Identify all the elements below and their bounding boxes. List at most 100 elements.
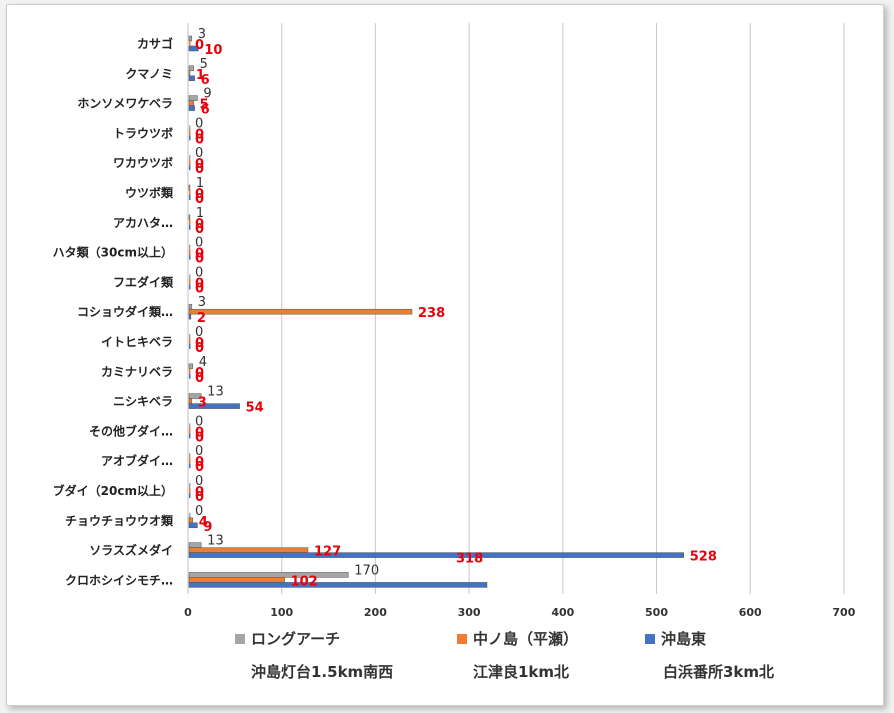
bar-0-8 xyxy=(189,274,191,280)
data-label-2-5: 0 xyxy=(195,192,204,207)
data-label-0-2: 9 xyxy=(203,87,211,102)
bar-1-0 xyxy=(189,41,191,46)
legend: ロングアーチ 中ノ島（平瀬） 沖島東 xyxy=(7,628,883,650)
data-label-0-5: 1 xyxy=(196,176,204,191)
bar-1-9 xyxy=(188,308,413,315)
legend-item-series-1: 中ノ島（平瀬） xyxy=(457,628,578,649)
bar-0-5 xyxy=(188,184,191,191)
x-tick-label: 100 xyxy=(270,606,293,619)
legend-subtitle-series-0: 沖島灯台1.5km南西 xyxy=(251,663,394,681)
category-label: アオブダイ… xyxy=(101,453,173,468)
data-label-1-2: 5 xyxy=(200,98,209,113)
bar-2-1 xyxy=(188,75,195,82)
data-label-0-6: 1 xyxy=(196,206,204,221)
category-label: イトヒキベラ xyxy=(101,335,173,349)
x-tick-label: 200 xyxy=(364,606,387,619)
category-label: アカハタ… xyxy=(113,216,173,230)
data-label-0-3: 0 xyxy=(195,116,203,131)
category-label: ニシキベラ xyxy=(113,395,173,409)
bar-0-1 xyxy=(188,65,194,72)
category-label: コショウダイ類… xyxy=(77,304,173,319)
data-label-2-17: 528 xyxy=(690,550,717,565)
data-label-1-5: 0 xyxy=(195,187,204,202)
data-label-1-7: 0 xyxy=(195,247,204,262)
legend-subtitle-series-2: 白浜番所3km北 xyxy=(663,663,775,681)
bar-1-18 xyxy=(188,577,285,583)
x-tick-label: 300 xyxy=(458,606,481,619)
data-label-1-1: 1 xyxy=(196,68,205,83)
data-label-1-9: 238 xyxy=(418,306,445,321)
category-label: カサゴ xyxy=(137,36,173,51)
bar-2-7 xyxy=(189,254,191,260)
data-label-2-1: 6 xyxy=(201,73,210,88)
bar-0-12 xyxy=(188,393,202,399)
bar-2-14 xyxy=(189,463,191,469)
category-label: チョウチョウウオ類 xyxy=(65,513,174,528)
bar-2-6 xyxy=(189,224,191,230)
data-label-1-16: 4 xyxy=(199,515,208,530)
data-label-0-1: 5 xyxy=(200,57,208,72)
bar-1-13 xyxy=(189,428,191,434)
data-label-0-8: 0 xyxy=(195,265,203,280)
data-label-2-16: 9 xyxy=(203,520,212,535)
category-label: その他ブダイ… xyxy=(89,423,173,438)
data-label-0-7: 0 xyxy=(195,236,203,251)
data-label-2-18: 318 xyxy=(456,551,483,566)
bar-1-5 xyxy=(189,190,191,195)
bar-0-15 xyxy=(189,483,191,488)
bar-0-16 xyxy=(189,512,191,518)
bar-0-6 xyxy=(188,214,191,221)
legend-subtitles: 沖島灯台1.5km南西 江津良1km北 白浜番所3km北 xyxy=(7,661,883,683)
data-label-2-10: 0 xyxy=(195,341,204,356)
bar-1-4 xyxy=(189,160,191,166)
data-label-2-15: 0 xyxy=(195,490,204,505)
data-label-1-0: 0 xyxy=(195,38,204,53)
legend-subtitle-series-1: 江津良1km北 xyxy=(473,663,570,681)
category-label: クロホシイシモチ… xyxy=(65,573,173,587)
bar-0-10 xyxy=(189,334,191,339)
category-label: ワカウツボ xyxy=(113,155,173,170)
bar-1-10 xyxy=(189,339,191,344)
bar-0-2 xyxy=(188,95,198,101)
bar-1-3 xyxy=(189,130,191,136)
category-label: カミナリベラ xyxy=(101,365,173,379)
bar-2-16 xyxy=(188,522,198,529)
category-label: ウツボ類 xyxy=(125,185,174,200)
category-label: ホンソメワケベラ xyxy=(77,97,173,111)
bar-2-13 xyxy=(189,433,191,439)
category-label: ブダイ（20cm以上） xyxy=(53,483,173,498)
data-label-1-15: 0 xyxy=(195,485,204,500)
bar-2-15 xyxy=(189,493,191,498)
data-label-2-7: 0 xyxy=(195,252,204,267)
x-tick-label: 600 xyxy=(739,606,762,619)
data-label-1-8: 0 xyxy=(195,276,204,291)
chart-frame: カサゴ クマノミ ホンソメワケベラ トラウツボ ワカウツボ ウツボ類 アカハタ… ハタ類（30… xyxy=(6,4,884,706)
data-label-0-12: 13 xyxy=(207,385,224,400)
x-tick-label: 500 xyxy=(645,606,668,619)
category-label: ハタ類（30cm以上） xyxy=(53,245,173,260)
bar-1-1 xyxy=(188,70,191,77)
x-tick-label: 0 xyxy=(184,606,192,619)
bar-2-2 xyxy=(188,105,195,111)
bar-1-6 xyxy=(189,219,191,225)
data-label-0-14: 0 xyxy=(195,444,203,459)
bar-1-7 xyxy=(189,249,191,255)
bar-2-0 xyxy=(188,45,199,52)
data-label-0-9: 3 xyxy=(198,295,206,310)
x-tick-label: 700 xyxy=(832,606,855,619)
bar-0-11 xyxy=(188,363,193,370)
data-label-2-2: 6 xyxy=(201,103,210,118)
legend-label-series-0: ロングアーチ xyxy=(251,630,341,648)
bar-0-0 xyxy=(188,35,193,42)
bar-1-16 xyxy=(188,517,193,524)
data-label-1-4: 0 xyxy=(195,157,204,172)
legend-label-series-2: 沖島東 xyxy=(661,630,707,648)
bar-0-17 xyxy=(188,542,202,548)
data-label-2-9: 2 xyxy=(197,311,206,326)
data-label-2-8: 0 xyxy=(195,281,204,296)
data-label-1-11: 0 xyxy=(195,366,204,381)
data-label-2-13: 0 xyxy=(195,430,204,445)
data-label-0-4: 0 xyxy=(195,146,203,161)
bar-1-12 xyxy=(188,398,193,404)
